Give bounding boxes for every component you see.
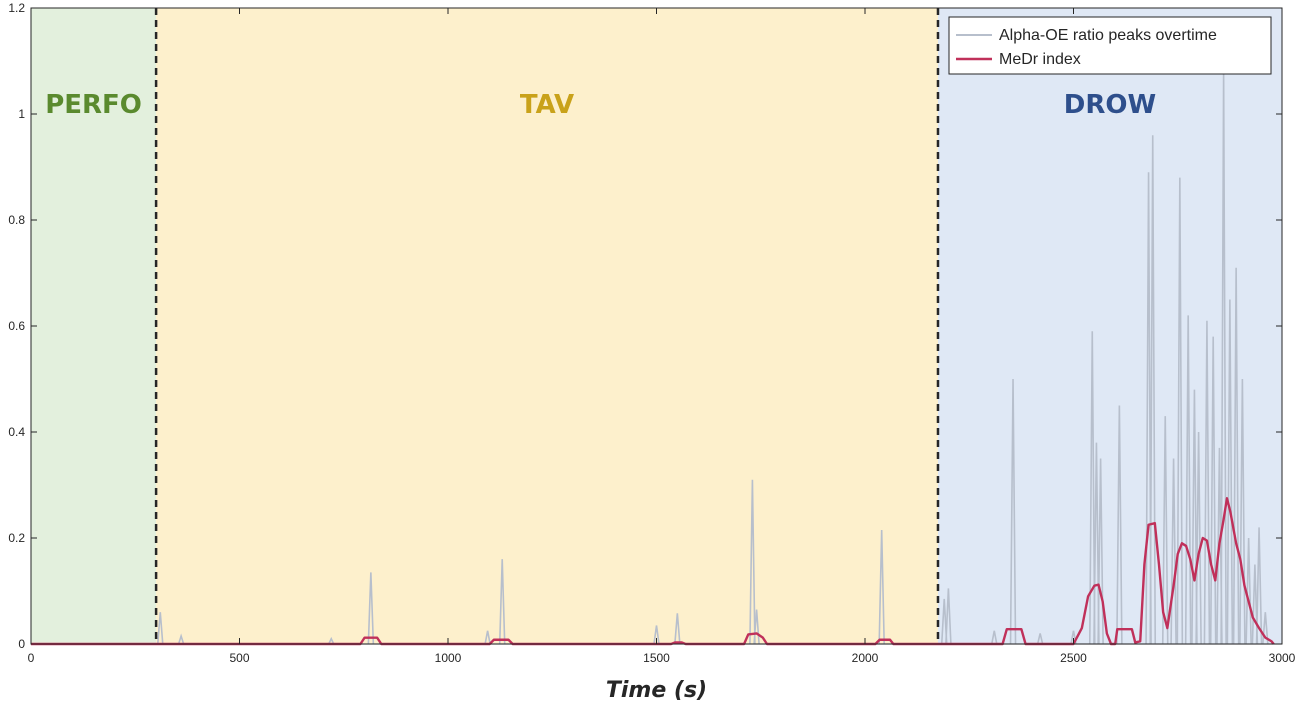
alpha-oe-peak-point [749,479,756,645]
alpha-oe-peak-point [1209,336,1217,645]
x-axis-label: Time (s) [606,678,707,703]
x-tick-label: 1500 [643,651,670,665]
legend: Alpha-OE ratio peaks overtime MeDr index [948,16,1272,75]
y-tick-label: 0.6 [8,319,25,333]
alpha-oe-peak-point [1093,442,1100,645]
alpha-oe-peak-point [1203,320,1211,645]
x-tick-label: 3000 [1269,651,1296,665]
alpha-oe-peak-point [1161,416,1169,645]
alpha-oe-peak-point [1176,177,1184,645]
alpha-oe-peak-point [1088,331,1096,645]
alpha-oe-peak-point [367,572,375,645]
alpha-oe-peak-point [1191,389,1198,645]
alpha-oe-peak-point [156,612,164,645]
x-tick-label: 2500 [1060,651,1087,665]
alpha-oe-peak-point [1184,315,1192,645]
y-tick-label: 0.4 [8,425,25,439]
alpha-oe-peak-point [653,625,660,645]
region-label-drow: DROW [1064,90,1156,120]
x-tick-label: 2000 [852,651,879,665]
y-tick-label: 1 [18,107,25,121]
y-tick-label: 1.2 [8,1,25,15]
axes: 0 500 1000 1500 2000 2500 3000 0 0.2 0.4 0.6 0.8 1 1.… [8,1,1295,665]
region-labels: PERFO TAV DROW [45,90,1156,120]
alpha-oe-peak-point [878,530,885,645]
legend-box [948,16,1272,75]
region-label-tav: TAV [520,90,574,120]
alpha-oe-peak-point [674,613,681,645]
alpha-oe-peak-point [1149,135,1157,645]
alpha-oe-peak-point [1097,458,1104,645]
alpha-oe-peak-point [1009,378,1017,645]
alpha-oe-peak-point [1226,299,1234,645]
phase-boundaries [154,8,940,644]
legend-entry-label: MeDr index [999,51,1081,68]
y-tick-label: 0.8 [8,213,25,227]
region-label-perfo: PERFO [45,90,142,120]
alpha-oe-peak-point [328,636,335,645]
x-tick-label: 500 [229,651,249,665]
alpha-oe-peak-point [1255,527,1263,645]
x-tick-label: 1000 [435,651,462,665]
region-tav [156,8,938,644]
alpha-oe-peak-point [1239,378,1246,645]
legend-entry-label: Alpha-OE ratio peaks overtime [999,27,1217,44]
alpha-oe-peak-point [990,630,998,645]
alpha-oe-peak-point [177,633,185,645]
alpha-oe-peak-point [498,559,506,645]
alpha-oe-peak-point [1036,633,1044,645]
alpha-oe-peak-point [1116,405,1123,645]
alpha-oe-peak-point [1232,267,1240,645]
y-tick-label: 0 [18,637,25,651]
y-tick-label: 0.2 [8,531,25,545]
region-perfo [31,8,157,644]
x-tick-label: 0 [28,651,35,665]
alpha-oe-peak-point [1195,431,1202,645]
alpha-oe-peak-point [945,588,952,645]
alpha-oe-peak-point [484,630,491,645]
